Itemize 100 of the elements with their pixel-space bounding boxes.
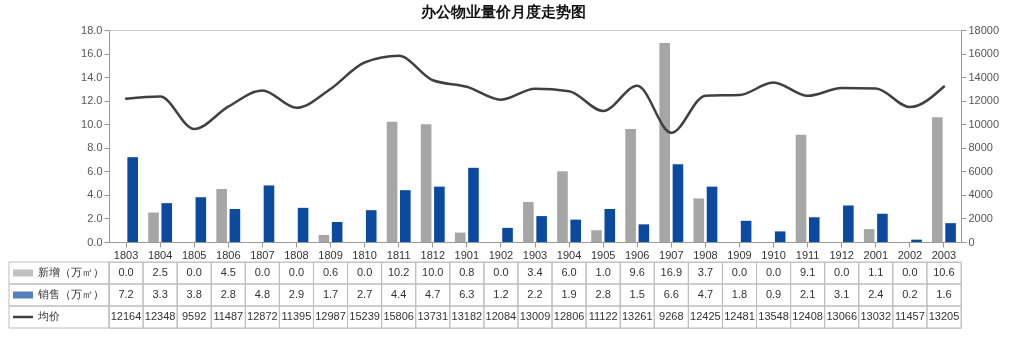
bar	[638, 224, 650, 242]
x-tick-label: 2002	[897, 248, 923, 261]
y-tick-label: 8.0	[87, 141, 103, 154]
x-tick-label: 1808	[284, 248, 309, 261]
data-label: 0.0	[765, 266, 782, 278]
x-tick-label: 1811	[386, 248, 411, 261]
data-label: 13009	[519, 310, 551, 322]
y-tick-label: 6.0	[87, 164, 103, 177]
y-tick-label: 0.0	[87, 235, 103, 248]
data-label: 13182	[451, 310, 483, 322]
bar	[523, 201, 534, 242]
bar	[877, 213, 888, 242]
data-label: 0.0	[834, 266, 850, 278]
bar	[843, 205, 854, 242]
data-label: 3.8	[186, 288, 202, 300]
bar	[536, 216, 547, 242]
y-tick-label: 2.0	[87, 211, 103, 224]
data-label: 13032	[860, 310, 892, 322]
data-label: 0.0	[254, 266, 271, 278]
x-tick-label: 1804	[147, 248, 173, 261]
data-label: 3.7	[697, 266, 714, 278]
y-tick-label: 14.0	[81, 70, 103, 83]
data-label: 12872	[247, 310, 278, 322]
legend-label: 销售（万㎡）	[36, 288, 104, 300]
data-label: 0.9	[765, 288, 782, 300]
bar	[400, 190, 411, 242]
data-label: 0.6	[322, 266, 339, 278]
x-tick-label: 2003	[931, 248, 957, 261]
data-label: 1.8	[731, 288, 748, 300]
x-tick-label: 1910	[761, 248, 786, 261]
data-label: 6.6	[663, 288, 679, 300]
bar	[774, 231, 786, 242]
data-label: 15806	[383, 310, 414, 322]
data-label: 4.7	[425, 288, 441, 300]
data-label: 12987	[315, 310, 346, 322]
data-label: 11122	[588, 310, 618, 322]
bar	[318, 234, 330, 242]
data-label: 11457	[894, 310, 925, 322]
data-label: 9.6	[629, 266, 645, 278]
bar	[570, 219, 582, 242]
bar	[863, 229, 875, 242]
bar	[468, 167, 479, 242]
data-label: 3.1	[834, 288, 850, 300]
bar	[161, 203, 173, 242]
bar	[591, 230, 602, 242]
y-tick-label: 10.0	[81, 117, 103, 130]
data-label: 6.3	[459, 288, 475, 300]
y-tick-label: 4.0	[87, 188, 103, 201]
bar	[502, 227, 513, 242]
data-label: 2.8	[595, 288, 611, 300]
data-label: 0.0	[493, 266, 509, 278]
data-label: 3.3	[152, 288, 168, 300]
bar	[216, 189, 227, 242]
bar	[795, 134, 807, 242]
bar	[331, 221, 343, 242]
bar	[148, 212, 159, 242]
bar	[557, 171, 568, 242]
x-tick-label: 1912	[829, 248, 854, 261]
x-tick-label: 1807	[250, 248, 275, 261]
data-label: 3.4	[527, 266, 543, 278]
bar	[297, 207, 309, 242]
data-label: 0.0	[902, 266, 918, 278]
bar	[625, 128, 636, 242]
data-label: 2.8	[220, 288, 236, 300]
bar	[229, 209, 241, 242]
data-label: 1.7	[322, 288, 339, 300]
bar	[740, 220, 752, 242]
bar	[434, 186, 445, 242]
data-label: 2.7	[356, 288, 373, 300]
y2-tick-label: 16000	[968, 47, 1000, 60]
legend-label: 新增（万㎡）	[37, 266, 104, 278]
line-series	[124, 54, 946, 135]
x-tick-label: 2001	[863, 248, 889, 261]
data-label: 12806	[553, 310, 585, 322]
x-tick-label: 1806	[216, 248, 241, 261]
data-label: 12164	[110, 310, 142, 322]
bar	[365, 210, 377, 242]
y2-tick-label: 10000	[968, 117, 1000, 130]
data-label: 16.9	[660, 266, 683, 278]
data-label: 1.5	[629, 288, 645, 300]
bar	[386, 121, 398, 242]
data-label: 13731	[417, 310, 449, 322]
data-label: 4.8	[254, 288, 271, 300]
x-tick-label: 1909	[727, 248, 752, 261]
data-label: 15239	[349, 310, 380, 322]
bar	[693, 198, 705, 242]
y-tick-label: 16.0	[81, 47, 103, 60]
data-label: 2.1	[799, 288, 816, 300]
data-label: 1.0	[595, 266, 611, 278]
data-label: 11487	[213, 310, 244, 322]
x-tick-label: 1903	[522, 248, 548, 261]
chart-title: 办公物业量价月度走势图	[420, 2, 587, 20]
y-tick-label: 12.0	[81, 94, 103, 107]
data-label: 9592	[181, 310, 207, 322]
data-label: 10.6	[933, 266, 955, 278]
data-label: 4.5	[220, 266, 236, 278]
bar	[604, 209, 616, 242]
data-label: 2.2	[527, 288, 543, 300]
bar	[706, 186, 718, 242]
x-tick-label: 1810	[352, 248, 377, 261]
